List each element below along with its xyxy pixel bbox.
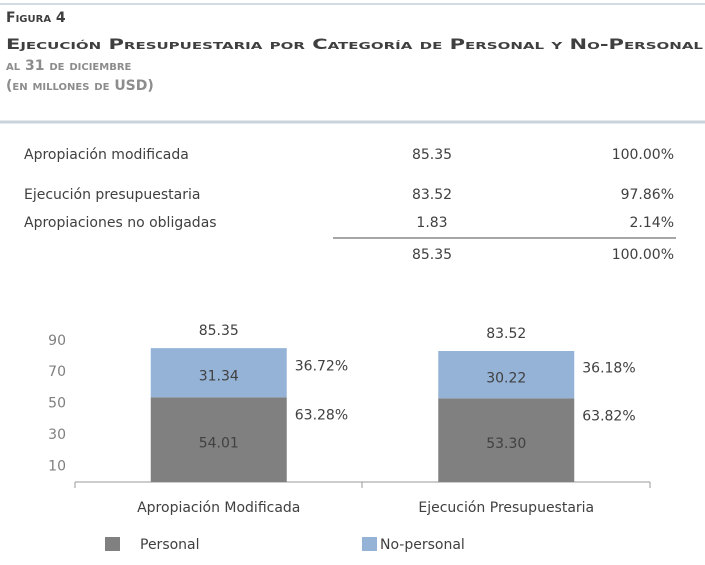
value-label: 54.01 (199, 436, 239, 452)
value-label: 30.22 (486, 371, 526, 387)
value-label: 53.30 (486, 436, 526, 452)
row-value: 83.52 (412, 187, 452, 203)
bar-segment (438, 351, 575, 399)
total-label: 85.35 (199, 323, 239, 339)
x-tick-label: Apropiación Modificada (137, 500, 300, 516)
row-value: 85.35 (412, 147, 452, 163)
bar-segment (150, 348, 287, 398)
legend-swatch (105, 537, 120, 551)
y-tick-label: 70 (48, 364, 66, 380)
value-label: 31.34 (199, 369, 239, 385)
figure-subtitle: al 31 de diciembre (6, 58, 132, 74)
row-value: 1.83 (416, 215, 447, 231)
share-label: 36.72% (295, 359, 348, 375)
row-label: Apropiaciones no obligadas (24, 215, 217, 231)
row-percent: 2.14% (630, 215, 674, 231)
share-label: 63.82% (582, 408, 635, 424)
figure-label: Figura 4 (6, 10, 66, 26)
total-value: 85.35 (412, 247, 452, 263)
share-label: 36.18% (582, 361, 635, 377)
bar-segment (438, 398, 575, 482)
y-tick-label: 30 (48, 427, 66, 443)
bar-segment (150, 397, 287, 482)
figure-title: Ejecución Presupuestaria por Categoría d… (6, 37, 704, 53)
total-label: 83.52 (486, 326, 526, 342)
y-tick-label: 10 (48, 458, 66, 474)
x-tick-label: Ejecución Presupuestaria (418, 500, 594, 516)
row-label: Apropiación modificada (24, 147, 189, 163)
total-percent: 100.00% (612, 247, 674, 263)
y-tick-label: 50 (48, 396, 66, 412)
legend-label: No-personal (380, 537, 465, 553)
legend-label: Personal (140, 537, 200, 553)
share-label: 63.28% (295, 407, 348, 423)
row-percent: 97.86% (621, 187, 674, 203)
row-label: Ejecución presupuestaria (24, 187, 200, 203)
y-tick-label: 90 (48, 333, 66, 349)
legend-swatch (362, 537, 377, 551)
figure-units: (en millones de USD) (6, 78, 154, 94)
row-percent: 100.00% (612, 147, 674, 163)
